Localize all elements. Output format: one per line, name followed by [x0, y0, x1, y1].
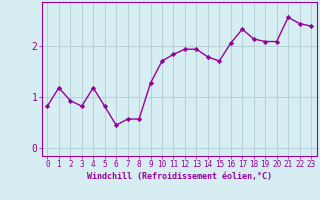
X-axis label: Windchill (Refroidissement éolien,°C): Windchill (Refroidissement éolien,°C): [87, 172, 272, 181]
